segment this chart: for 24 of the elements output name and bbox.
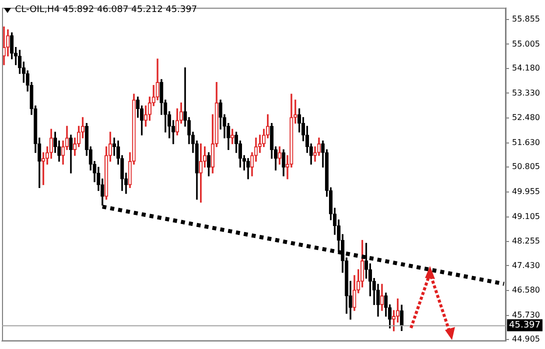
candlestick <box>199 143 203 203</box>
y-tick-label: 55.005 <box>512 39 540 48</box>
y-tick-label: 48.255 <box>512 236 540 246</box>
ref-line-label: 45.397 <box>509 320 541 331</box>
candlestick <box>278 146 282 165</box>
y-tick-label: 51.630 <box>512 138 540 147</box>
candlestick <box>246 158 250 180</box>
y-tick-label: 55.855 <box>512 14 540 24</box>
chart-title: CL-OIL,H4 45.892 46.087 45.212 45.397 <box>15 5 198 15</box>
y-tick-label: 49.105 <box>512 212 540 221</box>
y-tick-label: 49.955 <box>512 186 540 196</box>
candlestick <box>282 149 286 176</box>
y-tick-label: 47.430 <box>512 260 540 270</box>
candlestick <box>400 304 404 331</box>
y-tick-label: 44.905 <box>512 334 540 344</box>
candlestick <box>230 128 234 144</box>
y-tick-label: 45.730 <box>512 310 540 320</box>
y-tick-label: 46.580 <box>512 286 540 295</box>
y-tick-label: 53.330 <box>512 88 540 98</box>
y-tick-label: 50.805 <box>512 162 540 172</box>
y-tick-label: 52.480 <box>512 113 540 122</box>
y-tick-label: 54.180 <box>512 63 540 72</box>
candlestick <box>380 284 384 311</box>
candlestick <box>206 152 211 176</box>
